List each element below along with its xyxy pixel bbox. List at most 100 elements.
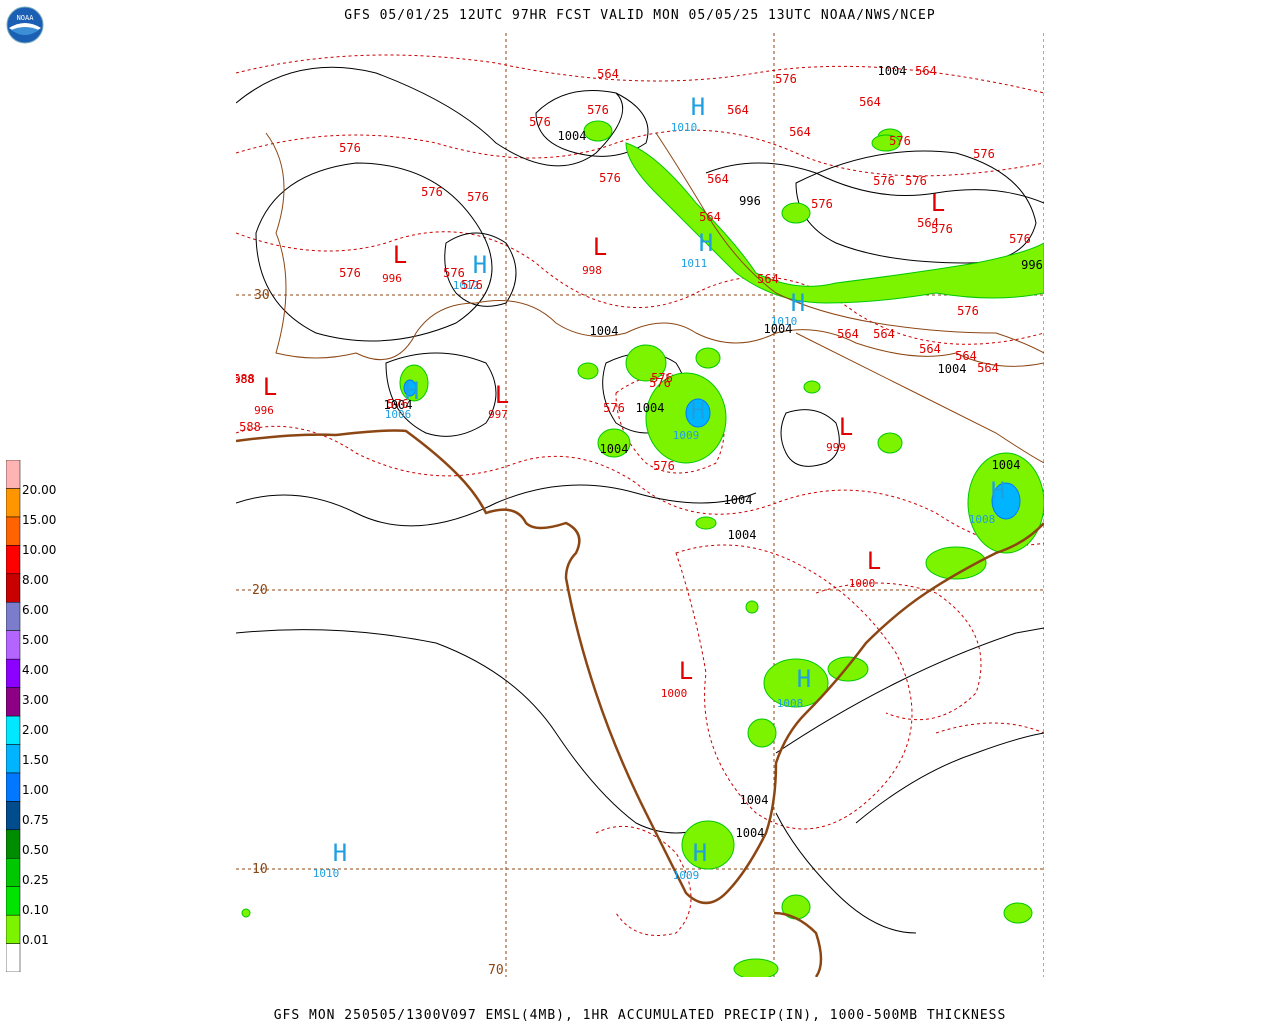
- isobar-label: 1004: [992, 458, 1021, 472]
- thickness-label: 576: [905, 174, 927, 188]
- legend-label: 15.00: [22, 513, 57, 527]
- high-center-letter: H: [691, 397, 705, 425]
- isobar-label: 1004: [590, 324, 619, 338]
- legend-label: 0.75: [22, 813, 49, 827]
- thickness-label: 576: [467, 190, 489, 204]
- legend-label: 6.00: [22, 603, 49, 617]
- legend-label: 0.01: [22, 933, 49, 947]
- pressure-center-value: 1008: [777, 697, 804, 710]
- thickness-label: 576: [339, 141, 361, 155]
- isobar-label: 1004: [938, 362, 967, 376]
- legend-color-cell: [6, 658, 21, 688]
- thickness-label: 588: [236, 372, 255, 386]
- lat-label-10: 10: [252, 862, 268, 877]
- precip-heavy: [403, 379, 1021, 520]
- pressure-center-value: 998: [582, 264, 602, 277]
- legend-label: 0.10: [22, 903, 49, 917]
- isobar-label: 996: [739, 194, 761, 208]
- thickness-label: 576: [421, 185, 443, 199]
- high-center-letter: H: [991, 477, 1005, 505]
- legend-label: 0.25: [22, 873, 49, 887]
- legend-color-cell: [6, 460, 21, 489]
- pressure-center-value: 1009: [673, 869, 700, 882]
- thickness-label: 564: [597, 67, 619, 81]
- high-center-letter: H: [791, 289, 805, 317]
- isobar-label: 1004: [736, 826, 765, 840]
- low-center-letter: L: [839, 413, 853, 441]
- legend-color-cell: [6, 801, 21, 831]
- thickness-label: 576: [811, 197, 833, 211]
- thickness-label: 576: [603, 401, 625, 415]
- high-center-letter: H: [797, 665, 811, 693]
- legend-color-cell: [6, 630, 21, 660]
- thickness-label: 576: [973, 147, 995, 161]
- legend-color-cell: [6, 516, 21, 546]
- thickness-label: 576: [653, 459, 675, 473]
- pressure-center-value: 1010: [771, 315, 798, 328]
- thickness-label: 564: [919, 342, 941, 356]
- thickness-label: 564: [859, 95, 881, 109]
- thickness-label: 576: [587, 103, 609, 117]
- chart-title: GFS 05/01/25 12UTC 97HR FCST VALID MON 0…: [344, 8, 936, 23]
- thickness-label: 564: [789, 125, 811, 139]
- isobar-label: 1004: [764, 322, 793, 336]
- thickness-label: 576: [889, 134, 911, 148]
- legend-color-cell: [6, 601, 21, 631]
- thickness-label: 576: [1009, 232, 1031, 246]
- legend-color-cell: [6, 886, 21, 916]
- coastline: [236, 429, 1044, 977]
- pressure-center-value: 1009: [673, 429, 700, 442]
- pressure-center-value: 999: [826, 441, 846, 454]
- legend-label: 20.00: [22, 483, 57, 497]
- legend-label: 10.00: [22, 543, 57, 557]
- low-center-letter: L: [593, 233, 607, 261]
- low-center-letter: L: [867, 547, 881, 575]
- pressure-center-value: 1000: [849, 577, 876, 590]
- thickness-label: 564: [915, 64, 937, 78]
- isobar-label: 996: [1021, 258, 1043, 272]
- pressure-center-value: 1012: [453, 279, 480, 292]
- thickness-label: 576: [649, 376, 671, 390]
- thickness-label: 576: [873, 174, 895, 188]
- thickness-label: 564: [977, 361, 999, 375]
- pressure-center-value: 1000: [661, 687, 688, 700]
- legend-color-cell: [6, 857, 21, 887]
- isobar-label: 1004: [740, 793, 769, 807]
- precip-areas: [241, 120, 1044, 977]
- thickness-label: 576: [775, 72, 797, 86]
- thickness-label: 564: [837, 327, 859, 341]
- forecast-map: 30 20 10 70 80: [236, 33, 1044, 977]
- legend-color-cell: [6, 488, 21, 518]
- pressure-center-value: 988: [236, 373, 254, 386]
- legend-color-cell: [6, 545, 21, 575]
- legend-color-cell: [6, 829, 21, 859]
- isobar-contours: [236, 66, 1044, 934]
- legend-color-cell: [6, 715, 21, 745]
- isobar-label: 1004: [728, 528, 757, 542]
- pressure-center-value: 1008: [969, 513, 996, 526]
- high-center-letter: H: [473, 251, 487, 279]
- legend-color-cell: [6, 772, 21, 802]
- legend-color-cell: [6, 573, 21, 603]
- thickness-label: 588: [239, 420, 261, 434]
- borders: [265, 132, 1044, 464]
- lon-label-70: 70: [488, 963, 504, 977]
- thickness-label: 576: [443, 266, 465, 280]
- legend-color-cell: [6, 687, 21, 717]
- thickness-label: 564: [955, 349, 977, 363]
- pressure-center-value: 1006: [385, 408, 412, 421]
- high-center-letter: H: [405, 377, 419, 405]
- low-center-letter: L: [495, 381, 509, 409]
- precip-legend: [6, 460, 21, 972]
- thickness-label: 564: [757, 272, 779, 286]
- legend-label: 2.00: [22, 723, 49, 737]
- isobar-label: 1004: [558, 129, 587, 143]
- pressure-center-value: 996: [254, 404, 274, 417]
- high-center-letter: H: [699, 229, 713, 257]
- footer-title: GFS MON 250505/1300V097 EMSL(4MB), 1HR A…: [273, 1008, 1007, 1023]
- legend-label: 8.00: [22, 573, 49, 587]
- lat-label-20: 20: [252, 583, 268, 598]
- high-center-letter: H: [693, 839, 707, 867]
- thickness-label: 564: [699, 210, 721, 224]
- thickness-label: 576: [461, 278, 483, 292]
